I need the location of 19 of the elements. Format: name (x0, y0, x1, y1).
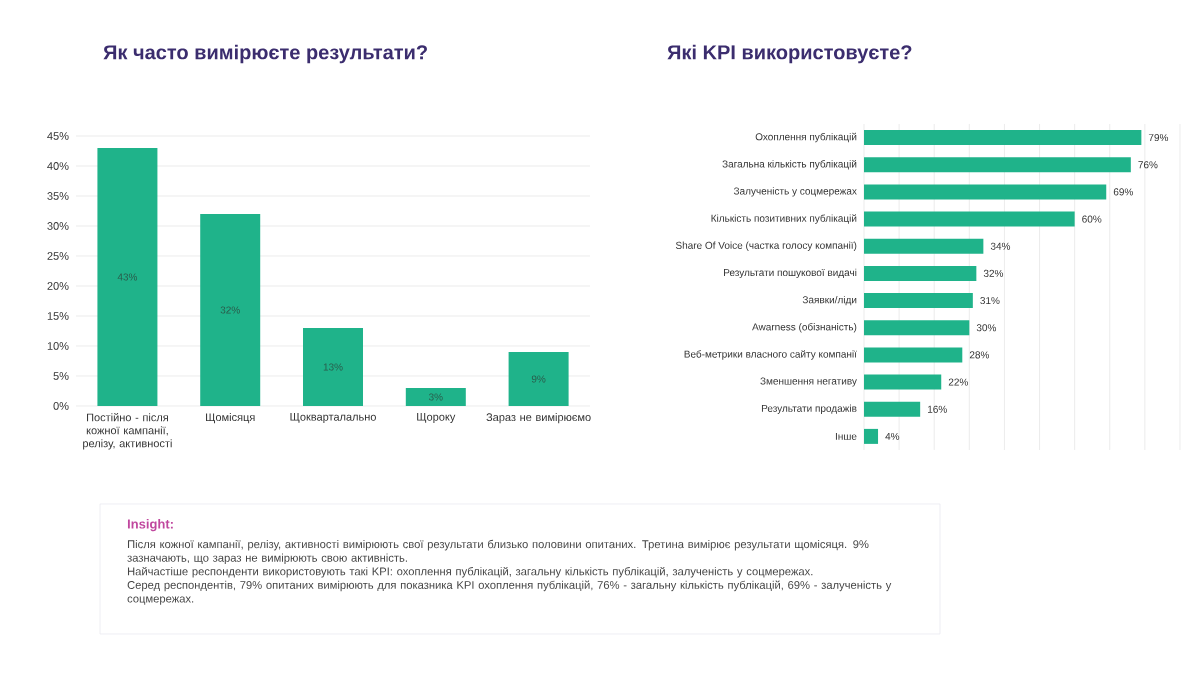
bar (864, 184, 1107, 200)
chart-title: Як часто вимірюєте результати? (103, 44, 427, 64)
bar (864, 347, 963, 363)
bar (864, 130, 1142, 146)
bar (864, 238, 984, 254)
chart-title: Які KPI використовуєте? (667, 44, 912, 64)
bar (864, 157, 1131, 173)
bar (864, 374, 942, 390)
bar (864, 293, 973, 309)
bar (864, 401, 921, 417)
bar (303, 327, 364, 406)
bar (200, 213, 261, 406)
bar (864, 265, 977, 281)
bar (508, 351, 569, 406)
bar (864, 428, 879, 444)
bar (864, 320, 970, 336)
bar (97, 147, 158, 406)
bar (864, 211, 1075, 227)
bar (405, 387, 466, 406)
